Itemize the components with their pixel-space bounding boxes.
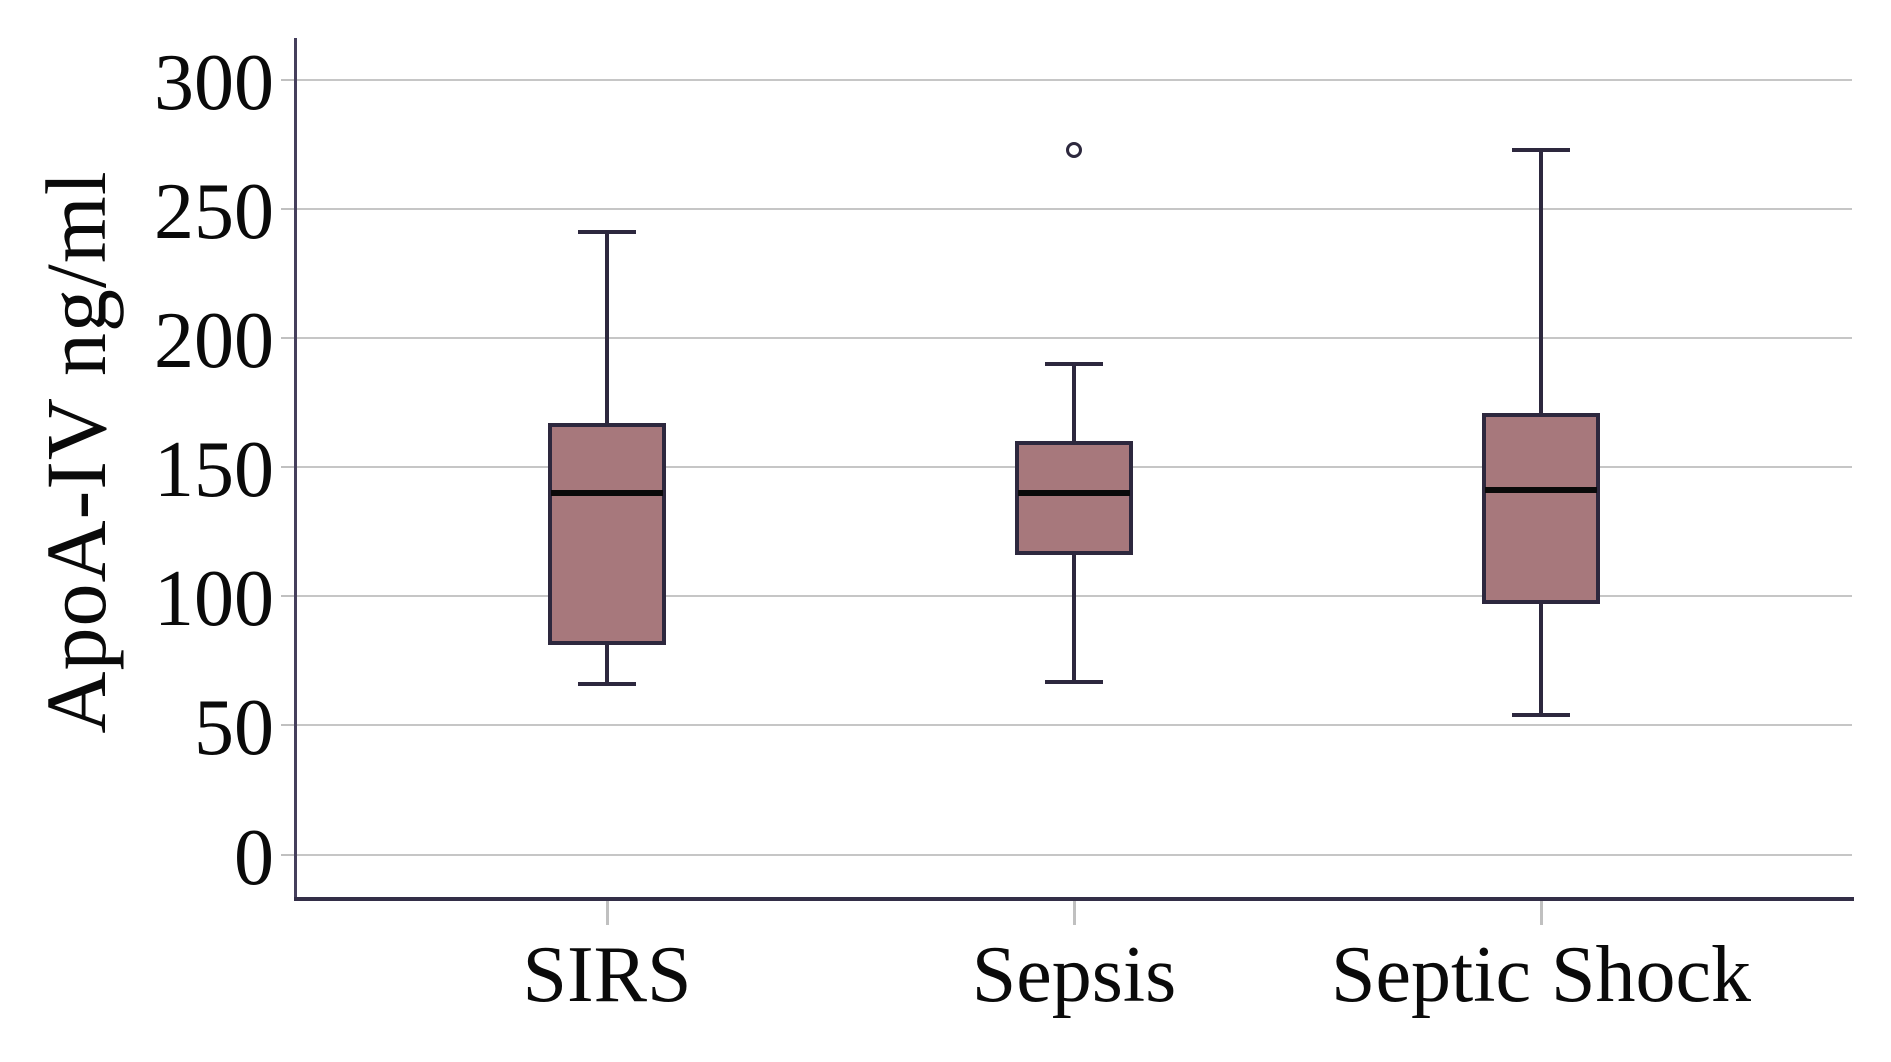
y-gridline	[296, 78, 1852, 81]
y-tick-label: 250	[154, 168, 274, 256]
whisker-cap-bottom	[578, 682, 636, 687]
y-tick	[281, 337, 296, 340]
box	[1482, 412, 1600, 605]
y-tick-label: 300	[154, 38, 274, 127]
y-tick-label: 0	[234, 813, 274, 902]
median-line	[1018, 490, 1130, 497]
y-tick-label: 50	[194, 684, 274, 773]
x-tick	[606, 901, 609, 925]
y-tick	[281, 78, 296, 81]
y-tick	[281, 724, 296, 727]
whisker-cap-bottom	[1512, 713, 1570, 718]
y-tick	[281, 853, 296, 856]
whisker-cap-top	[578, 230, 636, 235]
y-gridline	[296, 337, 1852, 340]
x-category-label: Septic Shock	[1331, 931, 1751, 1019]
whisker-cap-top	[1045, 361, 1103, 366]
x-tick	[1073, 901, 1076, 925]
y-tick	[281, 466, 296, 469]
box	[1015, 441, 1133, 555]
x-category-label: SIRS	[522, 931, 692, 1019]
x-tick	[1540, 901, 1543, 925]
median-line	[1485, 487, 1597, 494]
whisker-cap-bottom	[1045, 679, 1103, 684]
y-tick-label: 200	[154, 297, 274, 386]
y-tick-label: 150	[154, 426, 274, 515]
y-axis-line	[294, 38, 297, 900]
y-tick	[281, 208, 296, 210]
box	[548, 423, 666, 646]
x-axis-line	[294, 897, 1854, 901]
y-tick-label: 100	[154, 555, 274, 644]
outlier-point	[1066, 141, 1082, 158]
y-tick	[281, 595, 296, 598]
x-category-label: Sepsis	[971, 931, 1177, 1019]
whisker-cap-top	[1512, 147, 1570, 152]
y-gridline	[296, 853, 1852, 856]
y-gridline	[296, 724, 1852, 727]
median-line	[551, 490, 663, 497]
y-gridline	[296, 208, 1852, 210]
